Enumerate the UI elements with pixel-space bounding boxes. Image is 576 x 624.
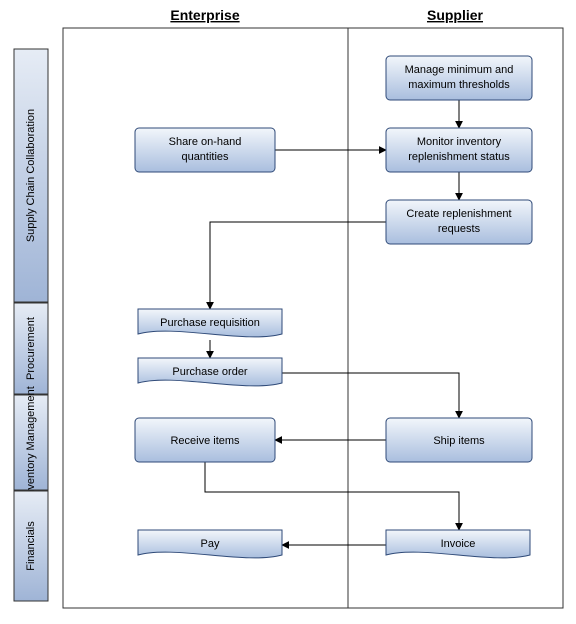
node-share: Share on-hand quantities: [135, 128, 275, 172]
category-label-fin: Financials: [25, 521, 37, 571]
category-label-scc: Supply Chain Collaboration: [25, 109, 37, 242]
edge-3: [210, 222, 386, 309]
node-label: Share on-hand: [169, 136, 242, 148]
node-label: Receive items: [170, 435, 240, 447]
edge-7: [205, 462, 459, 530]
edge-5: [282, 373, 459, 418]
category-label-inv: Inventory Management: [25, 386, 37, 499]
node-label: Purchase order: [172, 366, 248, 378]
node-preq: Purchase requisition: [138, 309, 282, 337]
diagram-stage: Supply Chain Collaboration Procurement Inv…: [0, 0, 576, 624]
node-label: Monitor inventory: [417, 136, 502, 148]
category-label-proc: Procurement: [25, 317, 37, 380]
node-pay: Pay: [138, 530, 282, 558]
flowchart-svg: Supply Chain Collaboration Procurement Inv…: [0, 0, 576, 624]
node-po: Purchase order: [138, 358, 282, 386]
column-header-supplier: Supplier: [427, 7, 484, 23]
node-label: Create replenishment: [406, 208, 511, 220]
node-label: maximum thresholds: [408, 79, 510, 91]
column-header-enterprise: Enterprise: [170, 7, 239, 23]
node-label: Purchase requisition: [160, 317, 260, 329]
node-manage: Manage minimum and maximum thresholds: [386, 56, 532, 100]
node-label: Ship items: [433, 435, 485, 447]
node-invoice: Invoice: [386, 530, 530, 558]
node-label: Manage minimum and: [405, 64, 514, 76]
node-label: requests: [438, 223, 481, 235]
node-label: Pay: [201, 538, 220, 550]
node-label: replenishment status: [408, 151, 510, 163]
node-monitor: Monitor inventory replenishment status: [386, 128, 532, 172]
node-label: quantities: [181, 151, 229, 163]
node-label: Invoice: [441, 538, 476, 550]
node-receive: Receive items: [135, 418, 275, 462]
node-ship: Ship items: [386, 418, 532, 462]
node-create: Create replenishment requests: [386, 200, 532, 244]
